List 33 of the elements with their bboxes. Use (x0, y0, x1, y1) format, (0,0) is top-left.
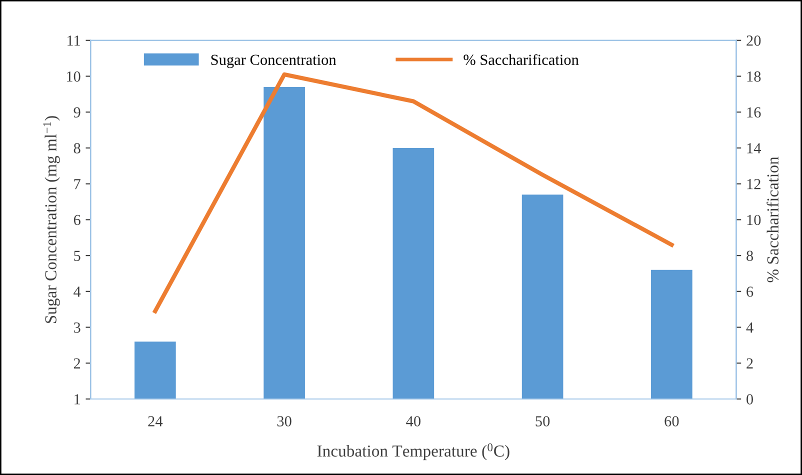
y-tick-label: 1 (74, 394, 80, 404)
y-tick-label: 5 (74, 250, 80, 261)
y-tick-label: 4 (74, 286, 81, 297)
y2-tick-label: 8 (746, 250, 754, 261)
x-tick-label: 40 (406, 416, 420, 426)
x-tick-label: 50 (536, 416, 550, 426)
y-tick-label: 3 (74, 322, 80, 333)
y2-tick-label: 6 (746, 286, 754, 297)
y2-tick-label: 12 (747, 179, 760, 190)
x-tick-label: 30 (277, 416, 292, 426)
y2-tick-label: 16 (747, 107, 761, 118)
y-tick-label: 9 (74, 107, 80, 118)
y2-tick-label: 4 (746, 322, 754, 333)
y2-tick-label: 2 (746, 358, 753, 368)
y-tick-label: 11 (68, 36, 80, 46)
y-tick-label: 10 (66, 71, 80, 82)
x-tick-label: 24 (148, 416, 163, 426)
legend-label: % Saccharification (464, 54, 579, 66)
y2-tick-label: 18 (747, 71, 761, 82)
legend-label: Sugar Concentration (211, 54, 336, 68)
y-tick-label: 7 (74, 179, 80, 190)
y-axis-title: Sugar Concentration (mg ml$^{−1}$) (43, 116, 60, 323)
y-tick-label: 2 (74, 358, 80, 368)
y2-tick-label: 20 (746, 36, 761, 46)
x-axis-title: Incubation Temperature ($^{0}$C) (317, 443, 510, 460)
x-tick-label: 60 (664, 416, 679, 426)
y-tick-label: 6 (74, 214, 80, 226)
y2-tick-label: 14 (747, 143, 761, 154)
y2-tick-label: 0 (746, 394, 754, 404)
y2-tick-label: 10 (747, 214, 761, 226)
y2-axis-title: % Saccharification (766, 156, 779, 282)
line-series (153, 72, 674, 314)
y-tick-label: 8 (74, 143, 80, 154)
